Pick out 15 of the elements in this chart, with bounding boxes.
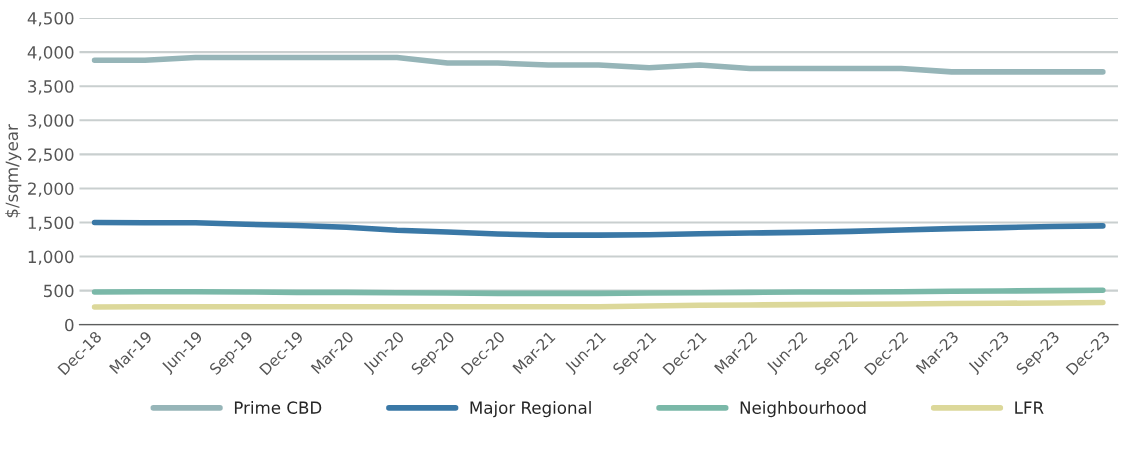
y-tick-label: 2,500 — [28, 148, 74, 163]
y-tick-label: 1,000 — [28, 250, 74, 265]
y-tick-label: 4,500 — [27, 12, 74, 27]
y-tick-label: 3,500 — [28, 80, 74, 95]
legend-label: Major Regional — [470, 401, 591, 418]
y-tick-label: 0 — [65, 318, 74, 332]
legend-label: Prime CBD — [234, 401, 322, 414]
y-tick-label: 2,000 — [28, 182, 74, 197]
legend-label: Neighbourhood — [740, 401, 866, 418]
legend-label: LFR — [1015, 401, 1044, 414]
y-tick-label: 1,500 — [28, 216, 74, 231]
y-tick-label: 3,000 — [28, 114, 74, 129]
y-tick-label: 4,000 — [27, 46, 74, 61]
y-tick-label: 500 — [44, 284, 74, 298]
y-axis-title: $/sqm/year — [5, 124, 22, 218]
